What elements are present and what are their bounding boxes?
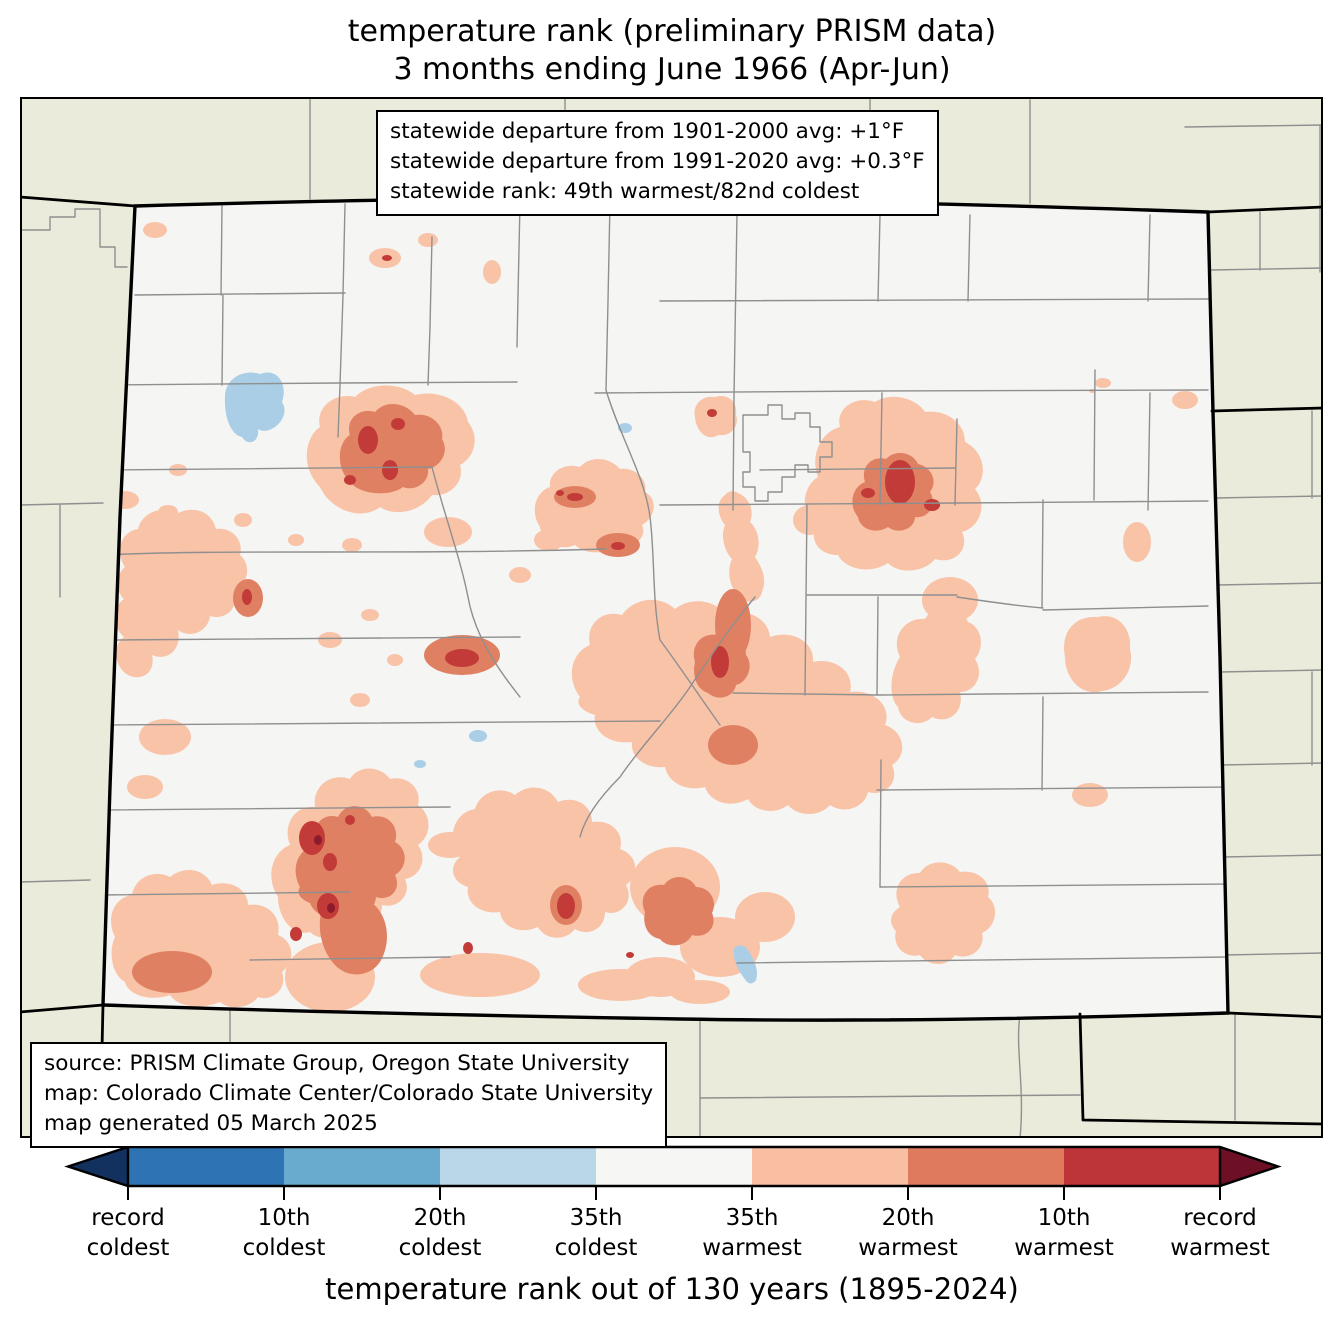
legend-label-top: 20th (881, 1205, 935, 1231)
colorbar-segment (128, 1147, 284, 1186)
legend-label: record coldest (38, 1203, 218, 1263)
legend-label-bottom: coldest (554, 1235, 638, 1261)
colorbar-segment (752, 1147, 908, 1186)
stats-line-3: statewide rank: 49th warmest/82nd coldes… (390, 179, 860, 204)
colorbar-segment (1064, 1147, 1220, 1186)
map-canvas (20, 97, 1323, 1138)
colorbar-right-arrow (1220, 1147, 1278, 1186)
source-attribution-box: source: PRISM Climate Group, Oregon Stat… (30, 1042, 668, 1148)
source-line-1: source: PRISM Climate Group, Oregon Stat… (44, 1051, 630, 1076)
legend-label-top: 10th (1037, 1205, 1091, 1231)
legend-label-bottom: coldest (86, 1235, 170, 1261)
record-warm-cores (314, 835, 335, 913)
colorado-county-lines (103, 201, 1228, 964)
legend-label: 35th warmest (662, 1203, 842, 1263)
source-line-3: map generated 05 March 2025 (44, 1111, 378, 1136)
colorbar (64, 1145, 1282, 1200)
source-line-2: map: Colorado Climate Center/Colorado St… (44, 1081, 654, 1106)
legend-label-top: 35th (725, 1205, 779, 1231)
colorbar-segment (908, 1147, 1064, 1186)
page-subtitle: 3 months ending June 1966 (Apr-Jun) (393, 52, 951, 87)
legend-label-top: 20th (413, 1205, 467, 1231)
colorado-map (20, 97, 1323, 1138)
colorbar-segment (284, 1147, 440, 1186)
stats-line-1: statewide departure from 1901-2000 avg: … (390, 119, 905, 144)
legend-label-bottom: coldest (242, 1235, 326, 1261)
colorbar-segment (596, 1147, 752, 1186)
legend-label: 35th coldest (506, 1203, 686, 1263)
legend-label: record warmest (1130, 1203, 1310, 1263)
legend-label-top: 35th (569, 1205, 623, 1231)
colorbar-segment (440, 1147, 596, 1186)
legend-label-bottom: warmest (1014, 1235, 1114, 1261)
legend-label-bottom: warmest (858, 1235, 958, 1261)
stats-line-2: statewide departure from 1991-2020 avg: … (390, 149, 925, 174)
cool-anomaly-areas (224, 372, 757, 984)
map-frame (20, 97, 1323, 1138)
colorbar-legend: record coldest 10th coldest 20th coldest 35th c… (0, 1140, 1344, 1332)
page-title: temperature rank (preliminary PRISM data… (347, 14, 997, 49)
statewide-stats-box: statewide departure from 1901-2000 avg: … (376, 110, 939, 216)
legend-label: 20th coldest (350, 1203, 530, 1263)
neighbor-state-borders (20, 195, 1323, 1138)
legend-label-bottom: warmest (1170, 1235, 1270, 1261)
legend-label-bottom: warmest (702, 1235, 802, 1261)
legend-label: 10th coldest (194, 1203, 374, 1263)
legend-label-bottom: coldest (398, 1235, 482, 1261)
legend-label-top: record (91, 1205, 165, 1231)
legend-label-top: 10th (257, 1205, 311, 1231)
legend-label: 10th warmest (974, 1203, 1154, 1263)
legend-label-top: record (1183, 1205, 1257, 1231)
colorbar-caption: temperature rank out of 130 years (1895-… (325, 1272, 1019, 1306)
colorbar-left-arrow (68, 1147, 128, 1186)
legend-label: 20th warmest (818, 1203, 998, 1263)
